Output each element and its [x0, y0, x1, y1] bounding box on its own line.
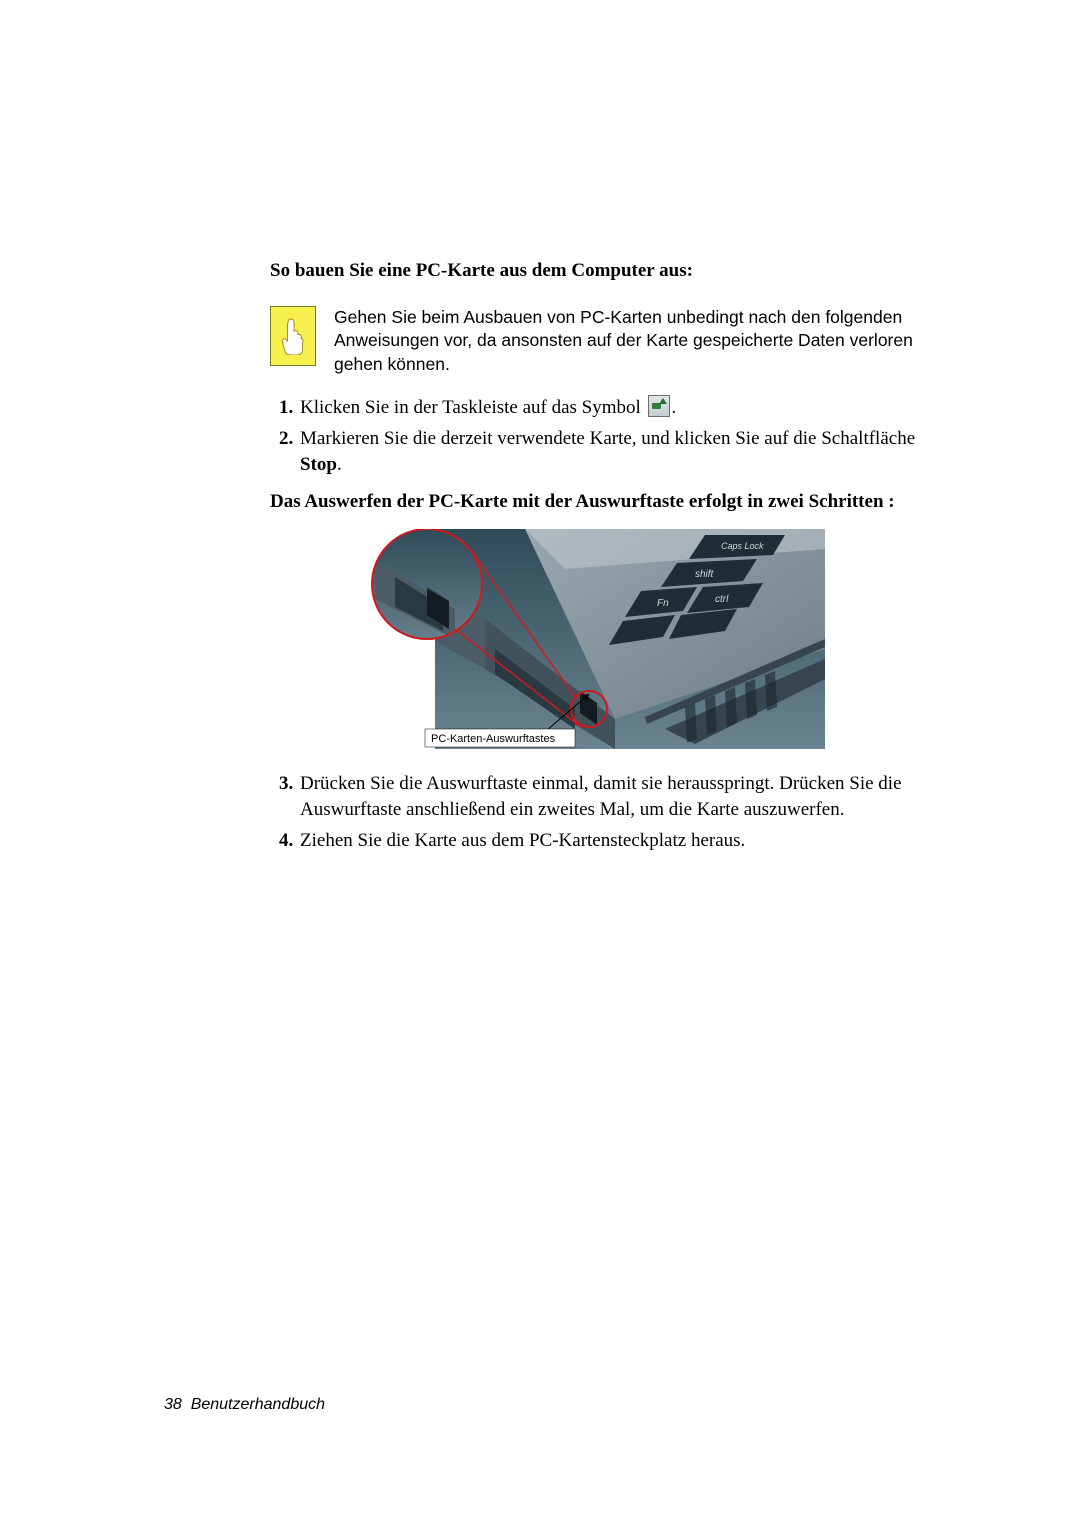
caution-note: Gehen Sie beim Ausbauen von PC-Karten un… — [270, 306, 920, 377]
step-3: Drücken Sie die Auswurftaste einmal, dam… — [298, 771, 920, 822]
step-1-prefix: Klicken Sie in der Taskleiste auf das Sy… — [300, 397, 646, 418]
heading-remove: So bauen Sie eine PC-Karte aus dem Compu… — [270, 258, 920, 284]
steps-list-a: Klicken Sie in der Taskleiste auf das Sy… — [270, 395, 920, 478]
step-1: Klicken Sie in der Taskleiste auf das Sy… — [298, 395, 920, 421]
footer-page-number: 38 — [164, 1396, 182, 1413]
steps-list-b: Drücken Sie die Auswurftaste einmal, dam… — [270, 771, 920, 854]
footer-label: Benutzerhandbuch — [191, 1396, 325, 1413]
key-ctrl: ctrl — [715, 594, 729, 605]
step-4: Ziehen Sie die Karte aus dem PC-Kartenst… — [298, 828, 920, 854]
step-2-tail: . — [337, 454, 342, 475]
figure-label: PC-Karten-Auswurftastes — [431, 733, 556, 745]
key-fn: Fn — [657, 598, 669, 609]
key-shift: shift — [695, 569, 715, 580]
step-2-bold: Stop — [300, 454, 337, 475]
caution-icon — [270, 306, 316, 366]
step-1-suffix: . — [672, 397, 677, 418]
figure: Caps Lock shift Fn ctrl — [365, 529, 825, 749]
step-2: Markieren Sie die derzeit verwendete Kar… — [298, 426, 920, 477]
heading-twosteps: Das Auswerfen der PC-Karte mit der Auswu… — [270, 489, 920, 515]
page-footer: 38 Benutzerhandbuch — [164, 1396, 325, 1414]
figure-wrap: Caps Lock shift Fn ctrl — [270, 529, 920, 749]
page: So bauen Sie eine PC-Karte aus dem Compu… — [0, 0, 1080, 1528]
key-capslock: Caps Lock — [721, 541, 764, 551]
step-2-text: Markieren Sie die derzeit verwendete Kar… — [300, 428, 915, 449]
tray-icon — [648, 395, 670, 417]
caution-text: Gehen Sie beim Ausbauen von PC-Karten un… — [334, 306, 920, 377]
